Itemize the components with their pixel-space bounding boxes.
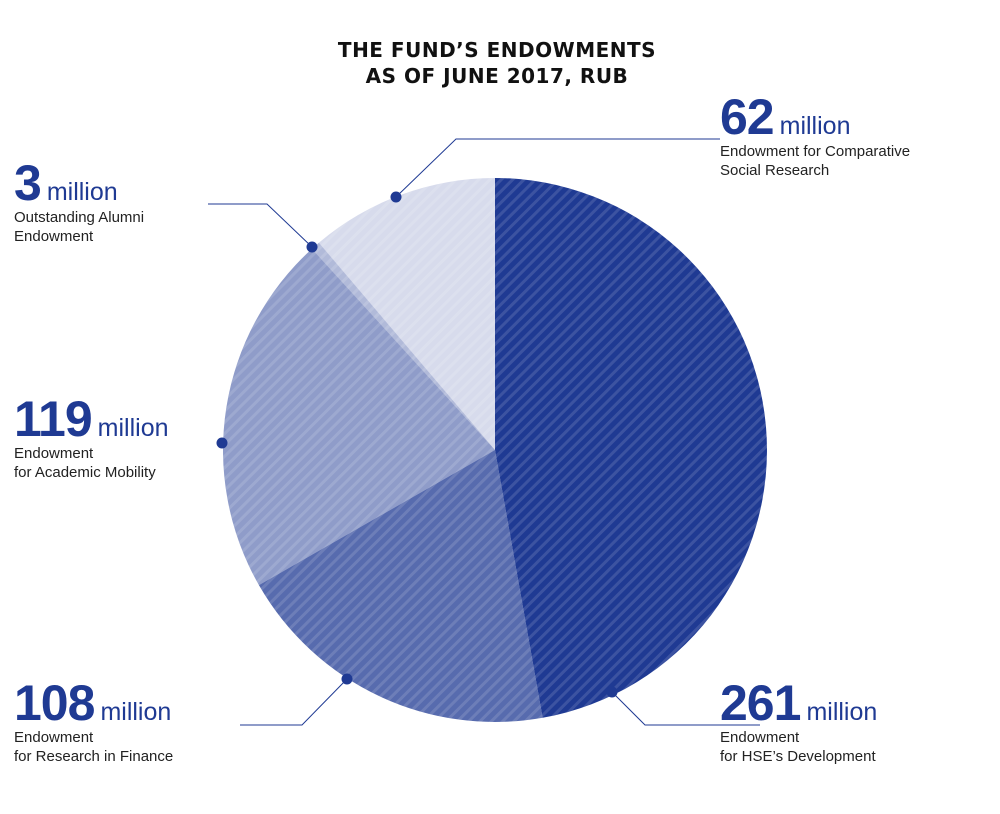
leader-dot-2 [216,437,228,449]
slice-value-number-0: 261 [720,675,801,731]
slice-value-unit-0: million [806,698,877,726]
slice-value-number-3: 3 [14,155,41,211]
pie-slice-hatch-4 [318,177,495,450]
slice-desc-2-0: Endowment [14,445,94,462]
leader-dot-0 [606,686,618,698]
slice-value-number-1: 108 [14,675,95,731]
slice-desc-1-0: Endowment [14,729,94,746]
chart-title-line-2: AS OF JUNE 2017, RUB [366,64,629,88]
slice-value-unit-1: million [100,698,171,726]
slice-value-unit-4: million [780,112,851,140]
chart-title: THE FUND’S ENDOWMENTS AS OF JUNE 2017, R… [338,38,656,88]
slice-desc-4-1: Social Research [720,162,829,179]
pie-slices [223,177,767,722]
leader-lines [208,138,760,726]
leader-line-4 [395,138,720,198]
leader-line-3 [208,203,313,248]
slice-value-2: 119 million [14,391,169,447]
slice-value-3: 3 million [14,155,118,211]
slice-value-unit-3: million [47,178,118,206]
slice-value-4: 62 million [720,89,850,145]
slice-value-0: 261 million [720,675,877,731]
leader-line-1 [240,678,348,726]
slice-value-1: 108 million [14,675,171,731]
slice-desc-0-0: Endowment [720,729,800,746]
slice-desc-3-1: Endowment [14,228,94,245]
slice-value-number-2: 119 [14,391,92,447]
pie-slice-hatch-3 [311,242,495,450]
slice-desc-3-0: Outstanding Alumni [14,209,144,226]
leader-line-0 [611,691,760,726]
slice-desc-1-1: for Research in Finance [14,748,173,765]
pie-slice-hatch-2 [223,248,495,586]
slice-value-unit-2: million [98,414,169,442]
slice-desc-0-1: for HSE’s Development [720,748,876,765]
leader-dot-3 [306,241,318,253]
leader-dot-1 [341,673,353,685]
slice-desc-4-0: Endowment for Comparative [720,143,910,160]
slice-value-number-4: 62 [720,89,774,145]
pie-slice-hatch-0 [495,178,767,718]
leader-dot-4 [390,191,402,203]
chart-title-line-1: THE FUND’S ENDOWMENTS [338,38,656,62]
slice-desc-2-1: for Academic Mobility [14,464,156,481]
pie-slice-hatch-1 [258,450,543,722]
